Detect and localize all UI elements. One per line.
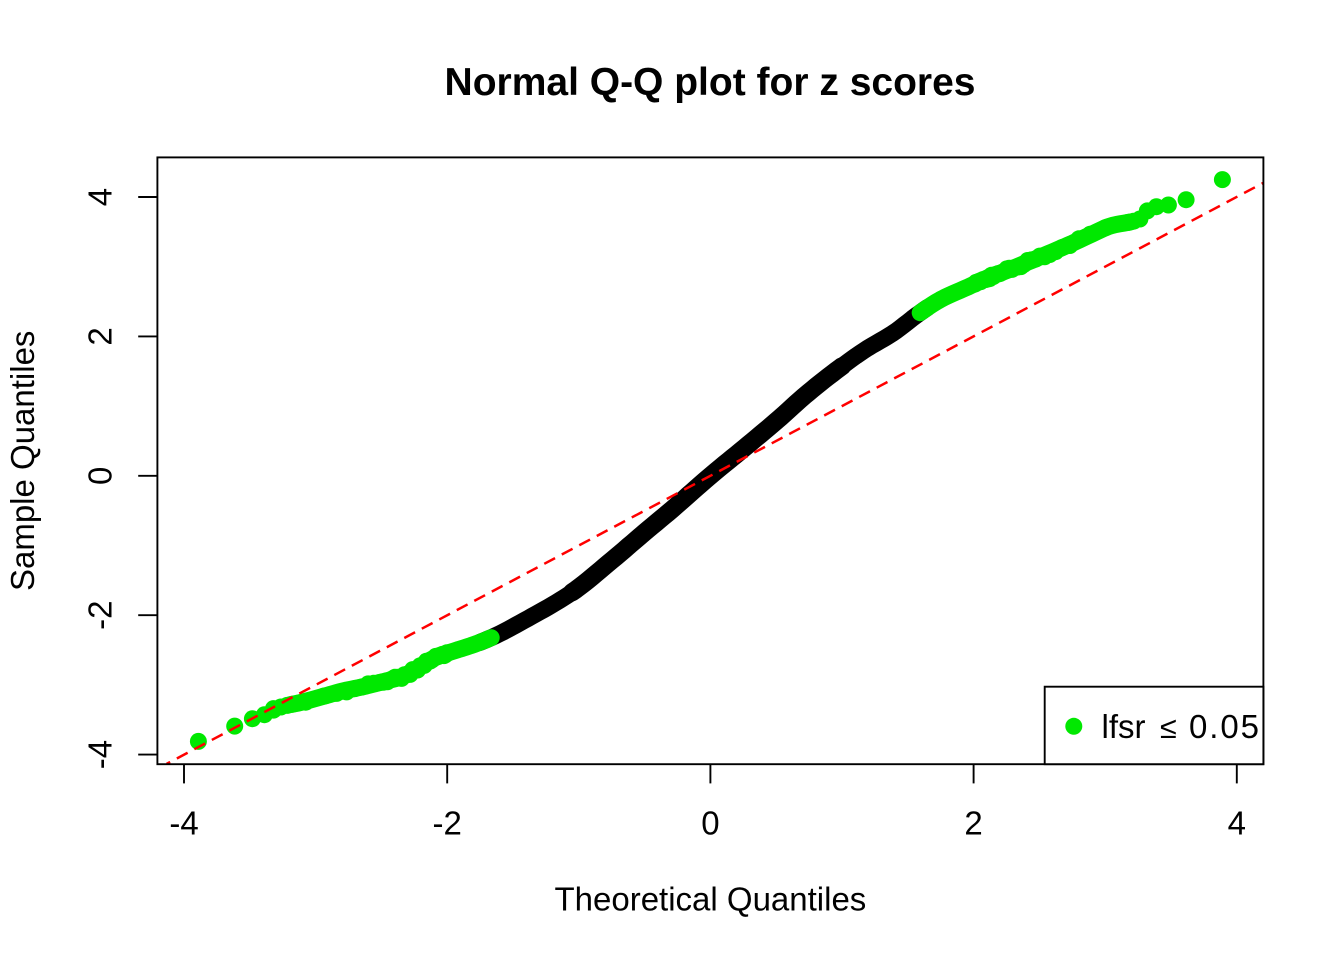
svg-text:Sample Quantiles: Sample Quantiles [4,331,41,591]
svg-text:2: 2 [81,327,118,345]
svg-text:-4: -4 [81,740,118,769]
svg-text:≤: ≤ [1160,711,1177,745]
svg-text:0: 0 [701,805,719,842]
svg-text:0.05: 0.05 [1189,708,1261,745]
svg-text:-2: -2 [433,805,462,842]
svg-text:0: 0 [81,467,118,485]
svg-text:4: 4 [1228,805,1246,842]
svg-text:Normal Q-Q plot for z scores: Normal Q-Q plot for z scores [445,61,976,104]
svg-text:lfsr: lfsr [1102,708,1146,745]
svg-text:2: 2 [964,805,982,842]
svg-text:4: 4 [81,188,118,206]
svg-text:-2: -2 [81,601,118,630]
svg-text:-4: -4 [169,805,198,842]
svg-text:Theoretical Quantiles: Theoretical Quantiles [554,881,866,918]
